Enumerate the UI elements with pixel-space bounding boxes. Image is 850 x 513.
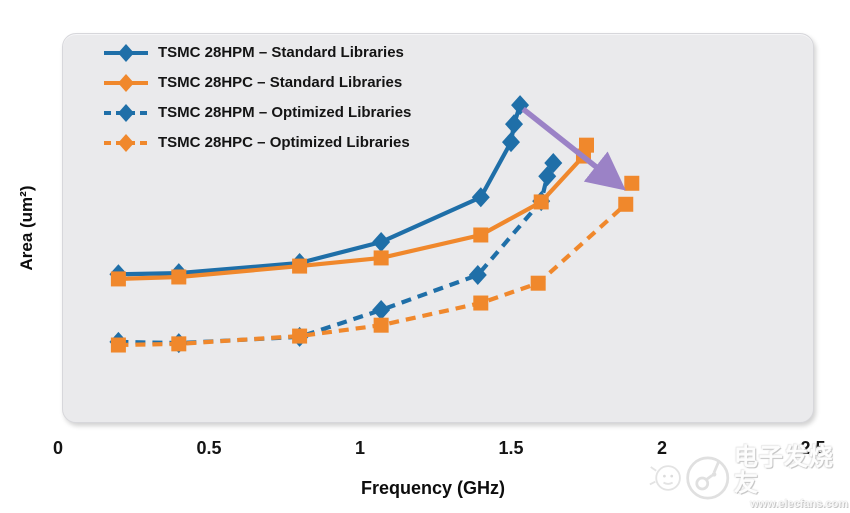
x-tick-label-0: 0 [52,438,64,458]
x-tick-label-0.5: 0.5 [196,438,222,458]
watermark-url-text: www.elecfans.com [749,498,848,510]
watermark-brand-text: 电子发烧友 [733,444,834,497]
x-axis-label: Frequency (GHz) [360,478,506,498]
legend-label: TSMC 28HPC – Standard Libraries [158,74,403,91]
legend-item-28hpm-optimized: TSMC 28HPM – Optimized Libraries [103,101,411,124]
legend-label: TSMC 28HPC – Optimized Libraries [158,134,410,151]
x-tick-label-1: 1 [354,438,366,458]
x-tick-label-1.5: 1.5 [498,438,524,458]
x-tick-label-2: 2 [656,438,668,458]
legend-label: TSMC 28HPM – Optimized Libraries [158,104,412,121]
legend: TSMC 28HPM – Standard Libraries TSMC 28H… [103,41,411,154]
watermark: 电子发烧友 www.elecfans.com [648,445,848,511]
x-tick-label-2.5: 2.5 [800,438,826,458]
legend-marker-dashed-blue-icon [104,103,148,122]
legend-item-28hpm-standard: TSMC 28HPM – Standard Libraries [103,41,411,64]
legend-marker-solid-blue-icon [104,43,148,62]
legend-item-28hpc-optimized: TSMC 28HPC – Optimized Libraries [103,131,411,154]
legend-label: TSMC 28HPM – Standard Libraries [158,44,404,61]
legend-item-28hpc-standard: TSMC 28HPC – Standard Libraries [103,71,411,94]
legend-marker-dashed-orange-icon [104,133,148,152]
watermark-mascot-icon [649,465,681,491]
legend-marker-solid-orange-icon [104,73,148,92]
y-axis-label: Area (um²) [17,185,36,271]
watermark-logo-icon [686,456,730,500]
